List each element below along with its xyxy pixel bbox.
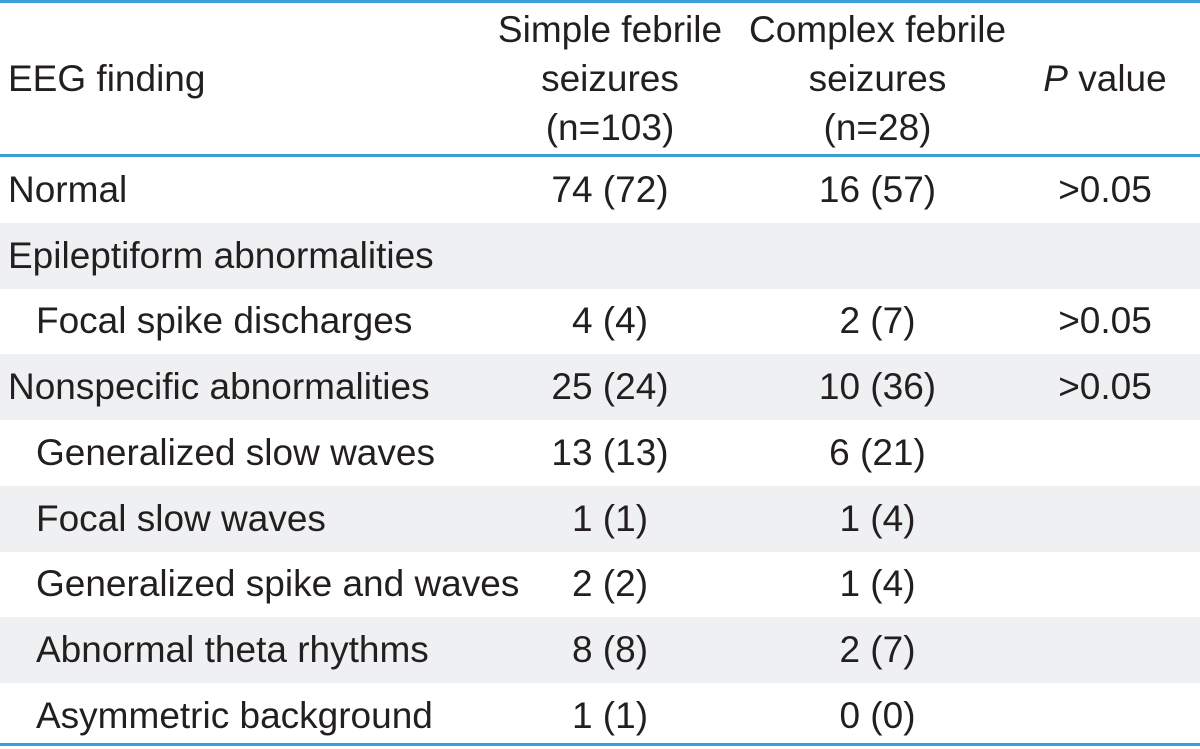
header-p-rest: value xyxy=(1067,58,1167,99)
cell-p-value xyxy=(1010,683,1200,749)
table-row: Asymmetric background 1 (1) 0 (0) xyxy=(0,683,1200,749)
header-complex-line-2: seizures xyxy=(808,58,947,99)
table-row: Generalized spike and waves 2 (2) 1 (4) xyxy=(0,552,1200,618)
header-eeg-finding-text: EEG finding xyxy=(8,58,206,99)
cell-complex-febrile: 6 (21) xyxy=(829,431,926,473)
cell-eeg-finding: Generalized spike and waves xyxy=(36,563,520,605)
table-row: Normal 74 (72) 16 (57) >0.05 xyxy=(0,157,1200,223)
cell-complex-febrile: 1 (4) xyxy=(839,497,916,539)
cell-simple-febrile: 4 (4) xyxy=(571,300,649,342)
cell-eeg-finding: Focal spike discharges xyxy=(36,300,413,342)
cell-complex-febrile: 10 (36) xyxy=(818,366,937,408)
cell-simple-febrile: 13 (13) xyxy=(551,431,669,473)
table-row: Epileptiform abnormalities xyxy=(0,222,1200,289)
header-simple-line-3: (n=103) xyxy=(545,107,675,148)
table-row: Generalized slow waves 13 (13) 6 (21) xyxy=(0,420,1200,486)
cell-eeg-finding: Normal xyxy=(8,168,128,210)
cell-p-value: >0.05 xyxy=(1058,168,1152,210)
cell-p-value: >0.05 xyxy=(1058,300,1152,342)
cell-eeg-finding: Asymmetric background xyxy=(36,694,433,736)
header-eeg-finding: EEG finding xyxy=(8,3,468,154)
cell-p-value xyxy=(1010,617,1200,683)
cell-p-value xyxy=(1010,420,1200,486)
table-header-rule xyxy=(0,154,1200,157)
cell-simple-febrile: 8 (8) xyxy=(571,629,649,671)
table-top-rule xyxy=(0,0,1200,3)
table-row: Nonspecific abnormalities 25 (24) 10 (36) >… xyxy=(0,354,1200,420)
cell-eeg-finding: Focal slow waves xyxy=(36,497,326,539)
cell-simple-febrile: 25 (24) xyxy=(551,366,669,408)
header-p-italic: P xyxy=(1043,58,1068,99)
cell-complex-febrile: 16 (57) xyxy=(818,168,937,210)
header-complex-line-1: Complex febrile xyxy=(748,9,1007,50)
cell-simple-febrile: 1 (1) xyxy=(571,694,649,736)
table-body: Normal 74 (72) 16 (57) >0.05 Epileptiform ab… xyxy=(0,157,1200,749)
cell-p-value xyxy=(1010,552,1200,618)
cell-p-value xyxy=(1010,223,1200,289)
header-complex-line-3: (n=28) xyxy=(823,107,932,148)
cell-eeg-finding: Generalized slow waves xyxy=(36,431,435,473)
cell-eeg-finding: Nonspecific abnormalities xyxy=(8,366,430,408)
cell-complex-febrile: 0 (0) xyxy=(839,694,916,736)
header-p-value: P value xyxy=(1010,3,1200,154)
cell-simple-febrile xyxy=(480,223,740,289)
table-row: Focal slow waves 1 (1) 1 (4) xyxy=(0,485,1200,552)
cell-complex-febrile: 2 (7) xyxy=(839,629,916,671)
cell-eeg-finding: Abnormal theta rhythms xyxy=(36,629,429,671)
cell-eeg-finding: Epileptiform abnormalities xyxy=(8,234,434,276)
table-header: EEG finding Simple febrile seizures (n=1… xyxy=(0,3,1200,154)
header-complex-febrile: Complex febrile seizures (n=28) xyxy=(745,3,1010,154)
header-simple-line-1: Simple febrile xyxy=(497,9,723,50)
table-row: Focal spike discharges 4 (4) 2 (7) >0.05 xyxy=(0,289,1200,355)
cell-simple-febrile: 2 (2) xyxy=(571,563,649,605)
header-simple-line-2: seizures xyxy=(541,58,679,99)
cell-complex-febrile: 1 (4) xyxy=(839,563,916,605)
cell-simple-febrile: 1 (1) xyxy=(571,497,649,539)
cell-complex-febrile xyxy=(745,223,1010,289)
cell-complex-febrile: 2 (7) xyxy=(839,300,916,342)
cell-p-value xyxy=(1010,486,1200,552)
header-simple-febrile: Simple febrile seizures (n=103) xyxy=(480,3,740,154)
table-row: Abnormal theta rhythms 8 (8) 2 (7) xyxy=(0,617,1200,683)
table-bottom-rule xyxy=(0,743,1200,746)
cell-simple-febrile: 74 (72) xyxy=(551,168,669,210)
cell-p-value: >0.05 xyxy=(1058,366,1152,408)
